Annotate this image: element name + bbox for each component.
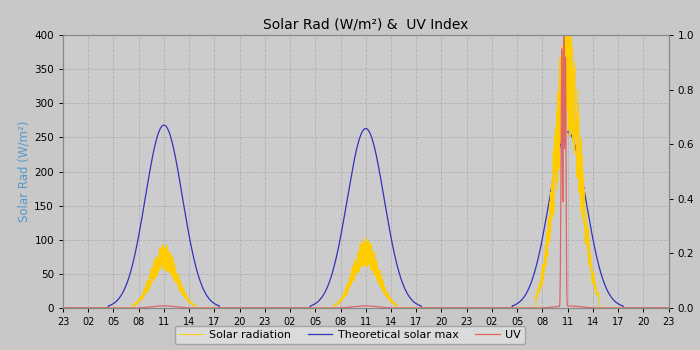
Theoretical solar max (607, 295, 615, 299)
UV (188, 306, 197, 310)
UV (435, 306, 444, 310)
Legend: Solar radiation, Theoretical solar max, UV: Solar radiation, Theoretical solar max, … (174, 326, 526, 344)
Solar radiation (564, 8, 573, 12)
Theoretical solar max (160, 123, 168, 127)
UV (607, 306, 615, 310)
Solar radiation (664, 306, 673, 310)
Solar radiation (664, 306, 673, 310)
Theoretical solar max (664, 306, 673, 310)
Solar radiation (59, 306, 67, 310)
UV (59, 306, 67, 310)
Y-axis label: Solar Rad (W/m²): Solar Rad (W/m²) (17, 121, 30, 222)
Solar radiation (228, 306, 237, 310)
Theoretical solar max (435, 306, 444, 310)
UV (560, 33, 568, 37)
Theoretical solar max (664, 306, 673, 310)
Line: UV: UV (63, 35, 668, 308)
Y-axis label: UV: UV (698, 163, 700, 180)
UV (664, 306, 673, 310)
Theoretical solar max (425, 306, 433, 310)
Theoretical solar max (59, 306, 67, 310)
UV (664, 306, 673, 310)
Solar radiation (425, 306, 433, 310)
UV (425, 306, 433, 310)
Solar radiation (435, 306, 444, 310)
Solar radiation (188, 301, 197, 306)
Theoretical solar max (228, 306, 237, 310)
Theoretical solar max (189, 252, 197, 257)
Line: Solar radiation: Solar radiation (63, 10, 668, 308)
UV (228, 306, 237, 310)
Line: Theoretical solar max: Theoretical solar max (63, 125, 668, 308)
Title: Solar Rad (W/m²) &  UV Index: Solar Rad (W/m²) & UV Index (263, 17, 468, 31)
Solar radiation (607, 306, 615, 310)
